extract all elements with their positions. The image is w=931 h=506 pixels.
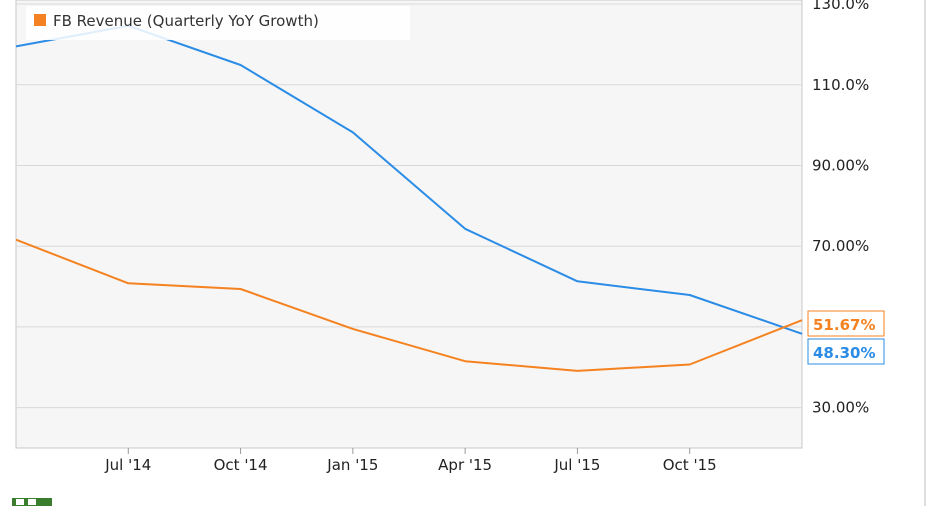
end-label-box-series-1	[807, 338, 885, 365]
y-tick-label: 90.00%	[812, 156, 869, 174]
y-axis-ticks: 130.0% 110.0% 90.00% 70.00% 30.00%	[812, 0, 869, 417]
end-label-series-1: 48.30%	[813, 344, 875, 362]
legend-label-fb-revenue: FB Revenue (Quarterly YoY Growth)	[53, 12, 319, 30]
x-tick-label: Apr '15	[438, 456, 492, 474]
legend-box	[26, 6, 410, 40]
y-tick-label: 110.0%	[812, 76, 869, 94]
legend-swatch-fb-revenue	[34, 14, 46, 26]
x-tick-label: Jul '14	[104, 456, 151, 474]
x-tick-label: Jul '15	[553, 456, 600, 474]
x-tick-label: Oct '15	[663, 456, 717, 474]
logo	[12, 498, 52, 506]
legend: FB Revenue (Quarterly YoY Growth)	[26, 6, 410, 40]
gridlines	[16, 3, 802, 409]
end-labels: 51.67% 48.30%	[807, 310, 885, 365]
y-tick-label: 130.0%	[812, 0, 869, 13]
end-label-box-fb-revenue	[807, 310, 885, 337]
y-tick-label: 70.00%	[812, 237, 869, 255]
end-label-fb-revenue: 51.67%	[813, 316, 875, 334]
series-line-1	[15, 238, 803, 372]
plot-area	[15, 0, 803, 449]
x-tick-label: Jan '15	[326, 456, 378, 474]
y-tick-label: 30.00%	[812, 399, 869, 417]
x-tick-label: Oct '14	[214, 456, 268, 474]
x-axis-ticks: Jul '14 Oct '14 Jan '15 Apr '15 Jul '15 Oct '…	[104, 448, 717, 474]
